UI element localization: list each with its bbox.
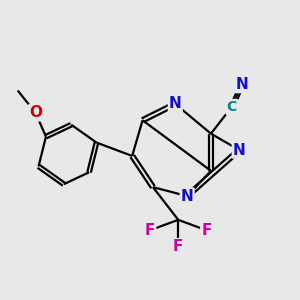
Text: C: C (226, 100, 237, 114)
Text: N: N (236, 77, 248, 92)
Text: N: N (233, 142, 245, 158)
Text: N: N (181, 189, 194, 204)
Text: O: O (29, 105, 42, 120)
Text: F: F (173, 239, 183, 254)
Text: N: N (169, 96, 182, 111)
Text: F: F (201, 223, 212, 238)
Text: F: F (145, 223, 155, 238)
